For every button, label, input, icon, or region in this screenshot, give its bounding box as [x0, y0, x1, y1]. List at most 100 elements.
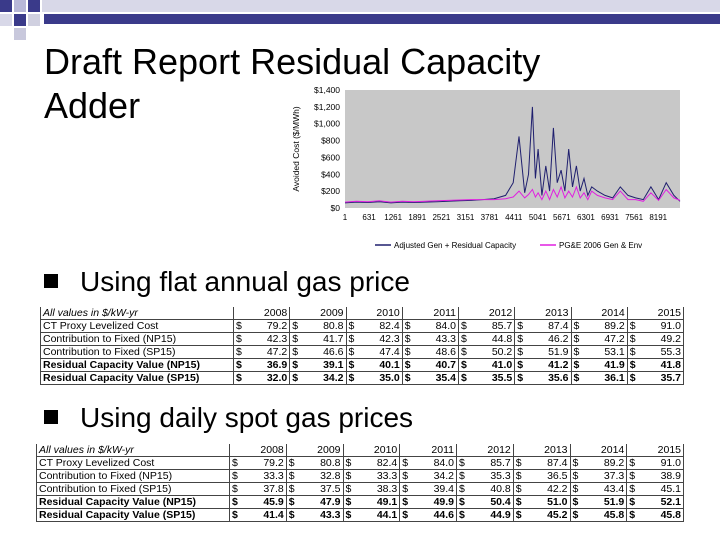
table-row: Contribution to Fixed (SP15) $37.8 $37.5 $3…: [36, 482, 684, 496]
table-cell-value: 80.8: [303, 319, 347, 333]
currency-symbol: $: [233, 358, 248, 372]
currency-symbol: $: [233, 371, 248, 385]
table-cell-value: 41.4: [243, 508, 287, 522]
table-cell-value: 45.8: [640, 508, 684, 522]
currency-symbol: $: [289, 358, 304, 372]
x-tick-label: 1891: [408, 213, 426, 222]
table-cell-value: 44.9: [470, 508, 514, 522]
table-cell-value: 36.1: [585, 371, 628, 385]
table-row: Residual Capacity Value (NP15) $45.9 $47.9…: [36, 495, 684, 509]
currency-symbol: $: [626, 319, 642, 333]
row-label: CT Proxy Levelized Cost: [40, 319, 234, 333]
currency-symbol: $: [514, 371, 529, 385]
table-cell-value: 42.2: [527, 482, 571, 496]
currency-symbol: $: [626, 371, 642, 385]
currency-symbol: $: [229, 469, 244, 483]
currency-symbol: $: [569, 469, 584, 483]
table-cell-value: 46.2: [528, 332, 572, 346]
bullet-flat-annual: Using flat annual gas price: [44, 266, 410, 298]
row-label: Contribution to Fixed (NP15): [40, 332, 234, 346]
table-row: Residual Capacity Value (SP15) $32.0 $34.2…: [40, 371, 685, 385]
table-cell-value: 50.2: [472, 345, 516, 359]
table-cell-value: 38.9: [640, 469, 684, 483]
year-header: 2010: [345, 307, 403, 320]
year-header: 2009: [289, 307, 347, 320]
currency-symbol: $: [514, 319, 529, 333]
table-row: Residual Capacity Value (NP15) $36.9 $39.1…: [40, 358, 685, 372]
table-cell-value: 41.0: [472, 358, 516, 372]
table-cell-value: 32.0: [247, 371, 291, 385]
table-cell-value: 82.4: [357, 456, 401, 470]
table-cell-value: 50.4: [470, 495, 514, 509]
currency-symbol: $: [569, 508, 584, 522]
table-cell-value: 42.3: [360, 332, 403, 346]
table-cell-value: 46.6: [303, 345, 347, 359]
table-cell-value: 38.3: [357, 482, 401, 496]
table-cell-value: 45.8: [584, 508, 628, 522]
table-cell-value: 35.4: [416, 371, 460, 385]
bullet-square-icon: [44, 409, 58, 424]
daily-spot-gas-price-table: All values in $/kW-yr 2008 2009 2010 2011 201…: [36, 444, 684, 522]
table-cell-value: 47.2: [247, 345, 291, 359]
x-tick-label: 1261: [384, 213, 402, 222]
currency-symbol: $: [458, 319, 473, 333]
deco-square: [14, 0, 26, 12]
table-row: CT Proxy Levelized Cost $79.2 $80.8 $82.4 $8…: [36, 456, 684, 470]
table-cell-value: 47.2: [585, 332, 628, 346]
deco-square: [14, 28, 26, 40]
table-cell-value: 39.4: [413, 482, 457, 496]
currency-symbol: $: [626, 332, 642, 346]
x-tick-label: 8191: [649, 213, 667, 222]
deco-band: [44, 14, 720, 24]
currency-symbol: $: [345, 319, 360, 333]
table-cell-value: 42.3: [247, 332, 291, 346]
table-cell-value: 49.9: [413, 495, 457, 509]
currency-symbol: $: [512, 482, 528, 496]
table-cell-value: 41.7: [303, 332, 347, 346]
currency-symbol: $: [512, 456, 528, 470]
year-header: 2013: [512, 444, 571, 457]
x-tick-label: 631: [362, 213, 376, 222]
year-header: 2010: [342, 444, 401, 457]
currency-symbol: $: [456, 508, 471, 522]
x-tick-label: 4411: [505, 213, 523, 222]
table-cell-value: 43.3: [300, 508, 344, 522]
series-line: [344, 106, 681, 204]
row-label: Residual Capacity Value (SP15): [36, 508, 230, 522]
currency-symbol: $: [399, 495, 414, 509]
table-cell-value: 85.7: [472, 319, 516, 333]
table-cell-value: 51.9: [584, 495, 628, 509]
x-tick-label: 3781: [481, 213, 499, 222]
currency-symbol: $: [229, 508, 244, 522]
currency-symbol: $: [285, 508, 301, 522]
y-tick-label: $800: [321, 136, 340, 146]
deco-square: [14, 14, 26, 26]
year-header: 2011: [399, 444, 457, 457]
table-cell-value: 45.9: [243, 495, 287, 509]
currency-symbol: $: [229, 456, 244, 470]
table-cell-value: 79.2: [243, 456, 287, 470]
currency-symbol: $: [456, 456, 471, 470]
y-tick-label: $200: [321, 186, 340, 196]
table-cell-value: 36.9: [247, 358, 291, 372]
table-row: Contribution to Fixed (NP15) $33.3 $32.8 $3…: [36, 469, 684, 483]
currency-symbol: $: [401, 345, 417, 359]
table-cell-value: 37.5: [300, 482, 344, 496]
currency-symbol: $: [458, 358, 473, 372]
currency-symbol: $: [570, 319, 585, 333]
table-cell-value: 43.4: [584, 482, 628, 496]
table-header-row: All values in $/kW-yr 2008 2009 2010 2011 201…: [40, 307, 685, 320]
currency-symbol: $: [342, 508, 357, 522]
currency-symbol: $: [345, 332, 360, 346]
table-cell-value: 49.1: [357, 495, 401, 509]
table-cell-value: 79.2: [247, 319, 291, 333]
table-cell-value: 41.9: [585, 358, 628, 372]
table-cell-value: 34.2: [303, 371, 347, 385]
bullet-text: Using daily spot gas prices: [80, 402, 414, 433]
currency-symbol: $: [458, 371, 473, 385]
deco-band: [42, 0, 720, 12]
row-label: CT Proxy Levelized Cost: [36, 456, 230, 470]
table-cell-value: 34.2: [413, 469, 457, 483]
table-cell-value: 35.7: [641, 371, 685, 385]
legend-entry: PG&E 2006 Gen & Env: [559, 241, 642, 250]
